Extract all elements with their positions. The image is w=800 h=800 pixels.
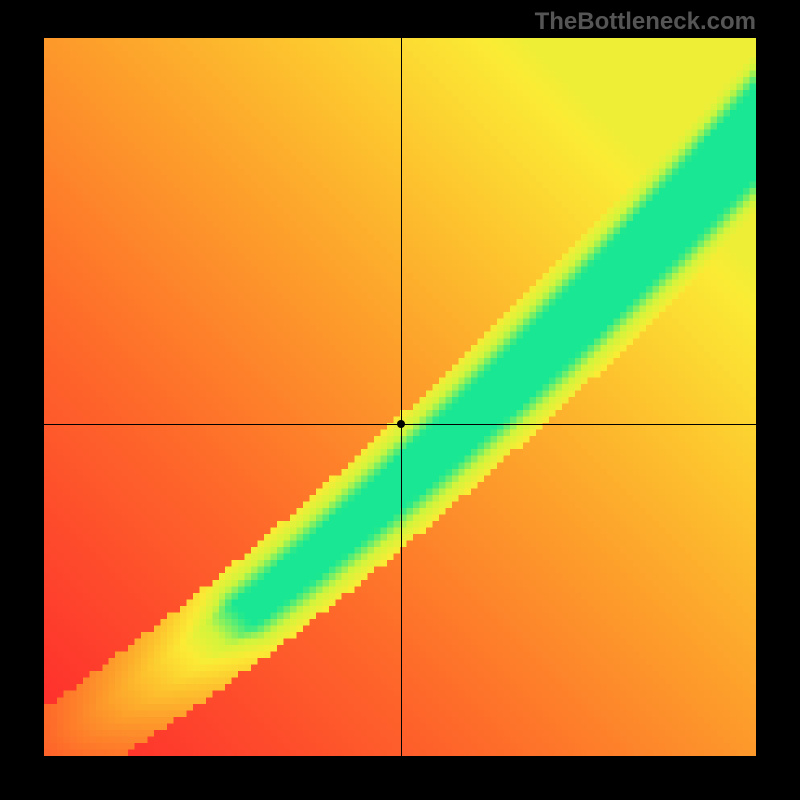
chart-container: TheBottleneck.com xyxy=(0,0,800,800)
crosshair-vertical xyxy=(401,38,402,756)
watermark-text: TheBottleneck.com xyxy=(535,8,756,36)
